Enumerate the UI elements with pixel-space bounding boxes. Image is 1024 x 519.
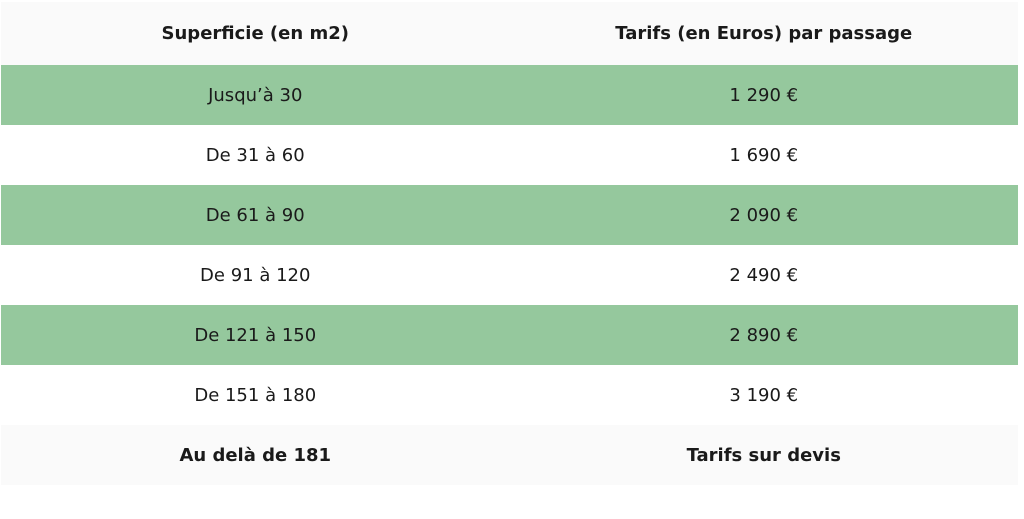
table-cell: De 121 à 150 [1, 305, 510, 365]
table-cell: 2 490 € [509, 245, 1018, 305]
table-row: De 121 à 150 2 890 € [1, 305, 1018, 365]
table-cell: 2 090 € [509, 185, 1018, 245]
header-cell: Superficie (en m2) [1, 2, 510, 65]
table-cell: De 151 à 180 [1, 365, 510, 425]
table-cell: Au delà de 181 [1, 425, 510, 485]
table-row: Au delà de 181 Tarifs sur devis [1, 425, 1018, 485]
table-body: Jusqu’à 30 1 290 € De 31 à 60 1 690 € De 61 … [1, 65, 1018, 485]
table-cell: 2 890 € [509, 305, 1018, 365]
table-container: Superficie (en m2) Tarifs (en Euros) par… [1, 2, 1018, 485]
table-cell: Jusqu’à 30 [1, 65, 510, 125]
table-cell: 3 190 € [509, 365, 1018, 425]
table-row: Jusqu’à 30 1 290 € [1, 65, 1018, 125]
table-cell: 1 690 € [509, 125, 1018, 185]
table-cell: De 31 à 60 [1, 125, 510, 185]
table-cell: Tarifs sur devis [509, 425, 1018, 485]
price-table: Superficie (en m2) Tarifs (en Euros) par… [1, 2, 1018, 485]
table-row: De 31 à 60 1 690 € [1, 125, 1018, 185]
header-cell: Tarifs (en Euros) par passage [509, 2, 1018, 65]
table-cell: De 61 à 90 [1, 185, 510, 245]
header-row: Superficie (en m2) Tarifs (en Euros) par… [1, 2, 1018, 65]
table-row: De 91 à 120 2 490 € [1, 245, 1018, 305]
table-cell: 1 290 € [509, 65, 1018, 125]
table-cell: De 91 à 120 [1, 245, 510, 305]
table-row: De 61 à 90 2 090 € [1, 185, 1018, 245]
table-row: De 151 à 180 3 190 € [1, 365, 1018, 425]
